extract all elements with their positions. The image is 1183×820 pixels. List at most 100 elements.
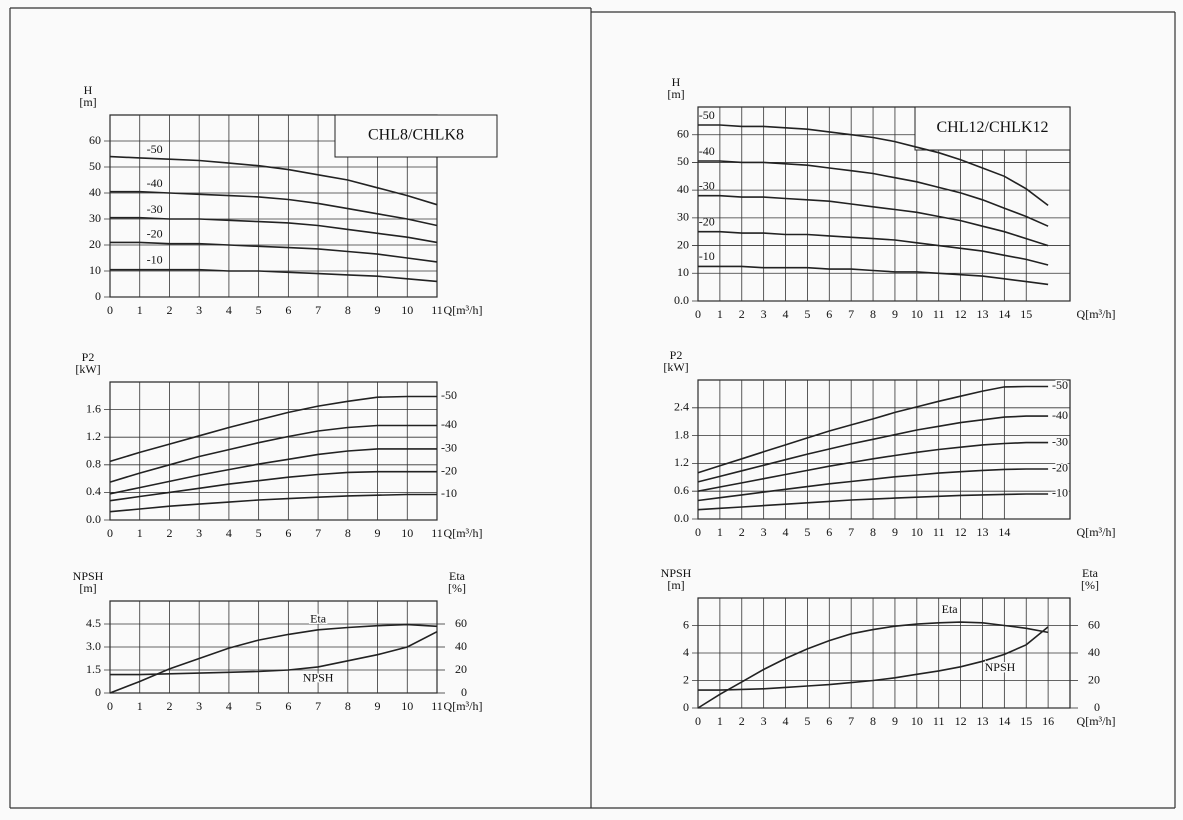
x-tick-label: 8 (870, 307, 876, 321)
curve (109, 155, 438, 206)
x-tick-label: 3 (196, 699, 202, 713)
chart-title: CHL12/CHLK12 (937, 119, 1049, 136)
y-tick-label: 30 (89, 211, 101, 225)
curve-label: -10 (699, 249, 715, 263)
y2-tick-label: 20 (1088, 672, 1100, 686)
y2-tick-label: 40 (1088, 645, 1100, 659)
x-tick-label: 6 (285, 699, 291, 713)
y-tick-label: 20 (677, 237, 689, 251)
curve (109, 395, 437, 463)
y-axis-label: P2 (670, 348, 683, 362)
y-tick-label: 0.0 (86, 512, 101, 526)
curve (697, 493, 1049, 511)
x-tick-label: 1 (137, 526, 143, 540)
x-tick-label: 4 (783, 714, 789, 728)
x-tick-label: 9 (892, 525, 898, 539)
curve (697, 415, 1049, 483)
curve (109, 470, 437, 502)
y-tick-label: 1.5 (86, 662, 101, 676)
y-tick-label: 1.2 (86, 429, 101, 443)
curve-label: -30 (441, 441, 457, 455)
x-tick-label: 7 (848, 525, 854, 539)
curve-label: -20 (699, 214, 715, 228)
curve (109, 623, 438, 694)
curve-label: -40 (699, 144, 715, 158)
x-tick-label: 14 (998, 714, 1010, 728)
curve (698, 265, 1049, 286)
x-tick-label: 3 (761, 307, 767, 321)
curve-label: -50 (699, 108, 715, 122)
x-tick-label: 3 (196, 526, 202, 540)
x-tick-label: 7 (848, 714, 854, 728)
y-tick-label: 50 (89, 159, 101, 173)
x-tick-label: 15 (1020, 714, 1032, 728)
curve-label: -10 (441, 486, 457, 500)
y-tick-label: 2.4 (674, 400, 689, 414)
x-tick-label: 3 (196, 303, 202, 317)
y-axis-unit: [kW] (75, 362, 100, 376)
curve (110, 630, 438, 676)
x-tick-label: 9 (375, 699, 381, 713)
curve-label: -20 (147, 226, 163, 240)
curve-label: -30 (147, 202, 163, 216)
curve (109, 493, 437, 513)
x-axis-label: Q[m³/h] (1077, 525, 1116, 539)
x-tick-label: 7 (315, 526, 321, 540)
x-tick-label: 4 (226, 303, 232, 317)
x-tick-label: 9 (375, 303, 381, 317)
x-tick-label: 4 (226, 526, 232, 540)
y-axis-label: P2 (82, 350, 95, 364)
curve-label: NPSH (303, 671, 334, 685)
curve-label: -40 (1052, 408, 1068, 422)
y-tick-label: 0.8 (86, 457, 101, 471)
y-tick-label: 6 (683, 617, 689, 631)
y-tick-label: 1.6 (86, 401, 101, 415)
x-tick-label: 5 (256, 303, 262, 317)
x-tick-label: 6 (826, 307, 832, 321)
x-tick-label: 15 (1020, 307, 1032, 321)
x-tick-label: 8 (345, 699, 351, 713)
x-tick-label: 13 (976, 525, 988, 539)
x-tick-label: 4 (783, 307, 789, 321)
x-tick-label: 6 (826, 714, 832, 728)
y2-tick-label: 20 (455, 662, 467, 676)
x-tick-label: 10 (401, 699, 413, 713)
y-tick-label: 0.6 (674, 483, 689, 497)
x-tick-label: 10 (401, 526, 413, 540)
curve-label: -40 (441, 417, 457, 431)
y2-tick-label: 40 (455, 639, 467, 653)
x-tick-label: 3 (761, 525, 767, 539)
x-tick-label: 2 (166, 699, 172, 713)
x-tick-label: 2 (739, 307, 745, 321)
curve (698, 626, 1049, 691)
curve-label: -20 (1052, 461, 1068, 475)
x-tick-label: 9 (892, 714, 898, 728)
curve-label: -10 (147, 252, 163, 266)
y-tick-label: 40 (89, 185, 101, 199)
x-axis-label: Q[m³/h] (444, 526, 483, 540)
curve-label: -50 (441, 388, 457, 402)
x-tick-label: 11 (431, 303, 443, 317)
x-tick-label: 11 (933, 525, 945, 539)
curve (110, 241, 438, 263)
x-tick-label: 8 (345, 526, 351, 540)
curve (697, 441, 1049, 492)
curve-label: -20 (441, 463, 457, 477)
x-tick-label: 0 (695, 307, 701, 321)
x-tick-label: 0 (695, 525, 701, 539)
y2-tick-label: 60 (455, 616, 467, 630)
y2-axis-label: Eta (1082, 566, 1099, 580)
curve-label: -50 (147, 142, 163, 156)
curve (698, 160, 1049, 227)
y-tick-label: 0 (95, 289, 101, 303)
curve-label: -30 (699, 178, 715, 192)
y-tick-label: 1.2 (674, 455, 689, 469)
x-axis-label: Q[m³/h] (444, 303, 483, 317)
y-tick-label: 0 (95, 685, 101, 699)
y-tick-label: 0.0 (674, 293, 689, 307)
x-tick-label: 13 (976, 307, 988, 321)
y2-tick-label: 60 (1088, 617, 1100, 631)
x-tick-label: 5 (804, 525, 810, 539)
x-tick-label: 14 (998, 307, 1010, 321)
x-tick-label: 3 (761, 714, 767, 728)
